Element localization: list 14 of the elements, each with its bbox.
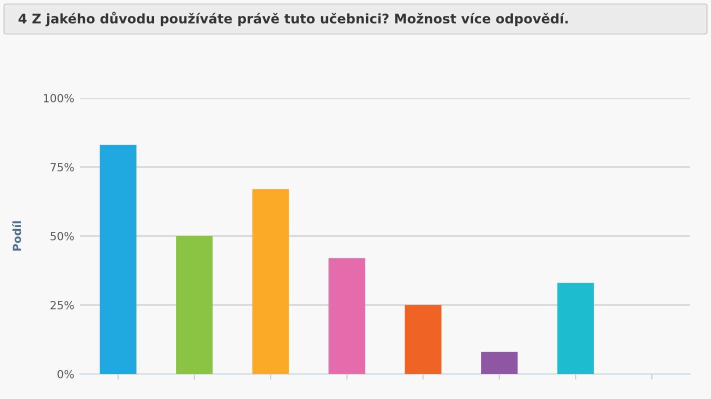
bar (100, 144, 136, 374)
y-tick-label: 25% (50, 300, 74, 310)
y-tick-label: 100% (44, 94, 74, 102)
y-tick-label: 50% (50, 232, 74, 240)
chart-title: 4 Z jakého důvodu používáte právě tuto učebnici? Možnost více odpovědí. (18, 12, 568, 26)
bar (404, 305, 442, 374)
y-tick-label: 75% (50, 162, 74, 172)
y-axis-title: Podíl (12, 221, 22, 251)
y-tick-label: 0% (58, 370, 74, 378)
bar (252, 189, 289, 374)
bar (176, 236, 213, 374)
bar (328, 258, 366, 374)
bar (481, 352, 518, 374)
bar (557, 282, 594, 374)
